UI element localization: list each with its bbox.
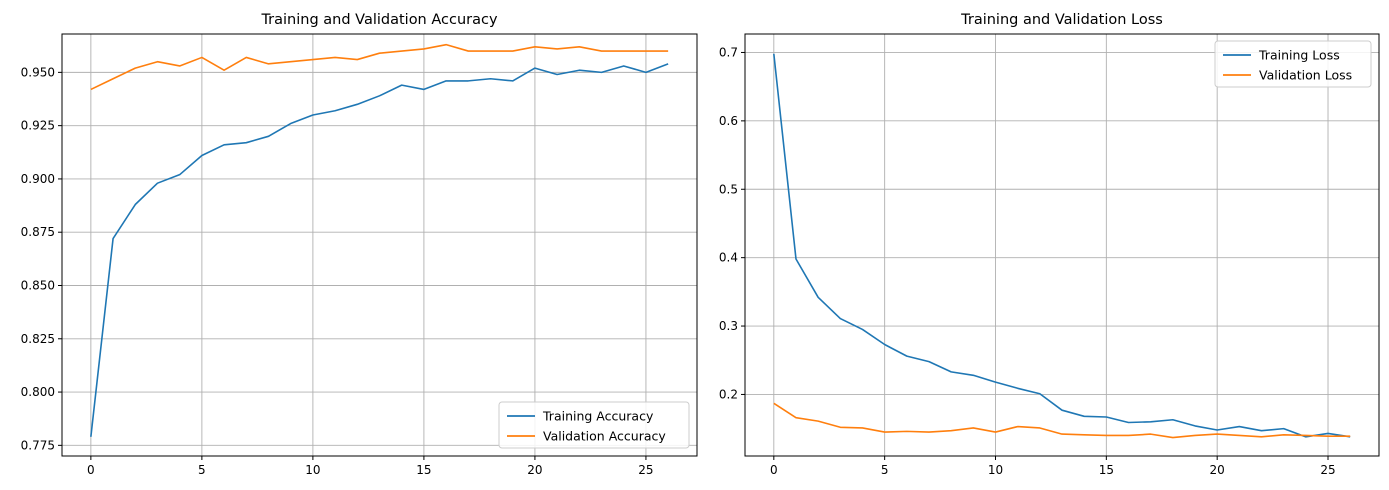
validation-accuracy-line — [90, 43, 669, 91]
accuracy-chart: Training and Validation Accuracy 0 5 10 15 2… — [21, 12, 698, 477]
loss-x-tick-label: 15 — [1099, 463, 1114, 477]
loss-y-tick-label: 0.2 — [719, 387, 738, 401]
loss-legend-box — [1214, 40, 1372, 88]
loss-y-tick-label: 0.5 — [719, 182, 738, 196]
accuracy-x-tick-label: 5 — [198, 463, 206, 477]
loss-x-tick-label: 10 — [988, 463, 1003, 477]
validation-loss-legend-label: Validation Loss — [1259, 68, 1352, 83]
loss-y-tick-label: 0.4 — [719, 251, 738, 265]
training-accuracy-line — [90, 63, 669, 437]
accuracy-y-tick-label: 0.900 — [21, 172, 55, 186]
loss-y-tick-label: 0.6 — [719, 114, 738, 128]
validation-accuracy-legend-label: Validation Accuracy — [543, 429, 666, 444]
accuracy-plot-frame — [61, 33, 698, 457]
accuracy-legend: Training Accuracy Validation Accuracy — [498, 401, 690, 449]
loss-x-tick-label: 5 — [881, 463, 889, 477]
accuracy-x-tick-label: 15 — [416, 463, 431, 477]
accuracy-x-tick-label: 0 — [87, 463, 95, 477]
accuracy-x-tick-label: 20 — [527, 463, 542, 477]
accuracy-x-tick-label: 25 — [638, 463, 653, 477]
training-accuracy-legend-label: Training Accuracy — [542, 409, 654, 424]
loss-x-tick-label: 25 — [1320, 463, 1335, 477]
accuracy-y-tick-label: 0.850 — [21, 278, 55, 292]
loss-plot-frame — [744, 33, 1380, 457]
accuracy-x-tick-label: 10 — [305, 463, 320, 477]
accuracy-y-tick-label: 0.875 — [21, 225, 55, 239]
accuracy-legend-box — [498, 401, 690, 449]
training-loss-line — [773, 53, 1351, 438]
loss-chart-title: Training and Validation Loss — [960, 12, 1163, 28]
loss-chart: Training and Validation Loss 0 5 10 15 20 25 0… — [719, 12, 1380, 477]
training-loss-legend-label: Training Loss — [1258, 48, 1340, 63]
validation-loss-line — [773, 402, 1351, 439]
accuracy-y-tick-label: 0.825 — [21, 332, 55, 346]
accuracy-chart-title: Training and Validation Accuracy — [260, 12, 498, 28]
accuracy-y-tick-label: 0.925 — [21, 119, 55, 133]
accuracy-y-tick-label: 0.950 — [21, 65, 55, 79]
loss-x-tick-label: 0 — [770, 463, 778, 477]
accuracy-y-tick-label: 0.775 — [21, 438, 55, 452]
loss-legend: Training Loss Validation Loss — [1214, 40, 1372, 88]
accuracy-y-tick-label: 0.800 — [21, 385, 55, 399]
loss-y-tick-label: 0.3 — [719, 319, 738, 333]
loss-y-tick-label: 0.7 — [719, 45, 738, 59]
loss-x-tick-label: 20 — [1210, 463, 1225, 477]
